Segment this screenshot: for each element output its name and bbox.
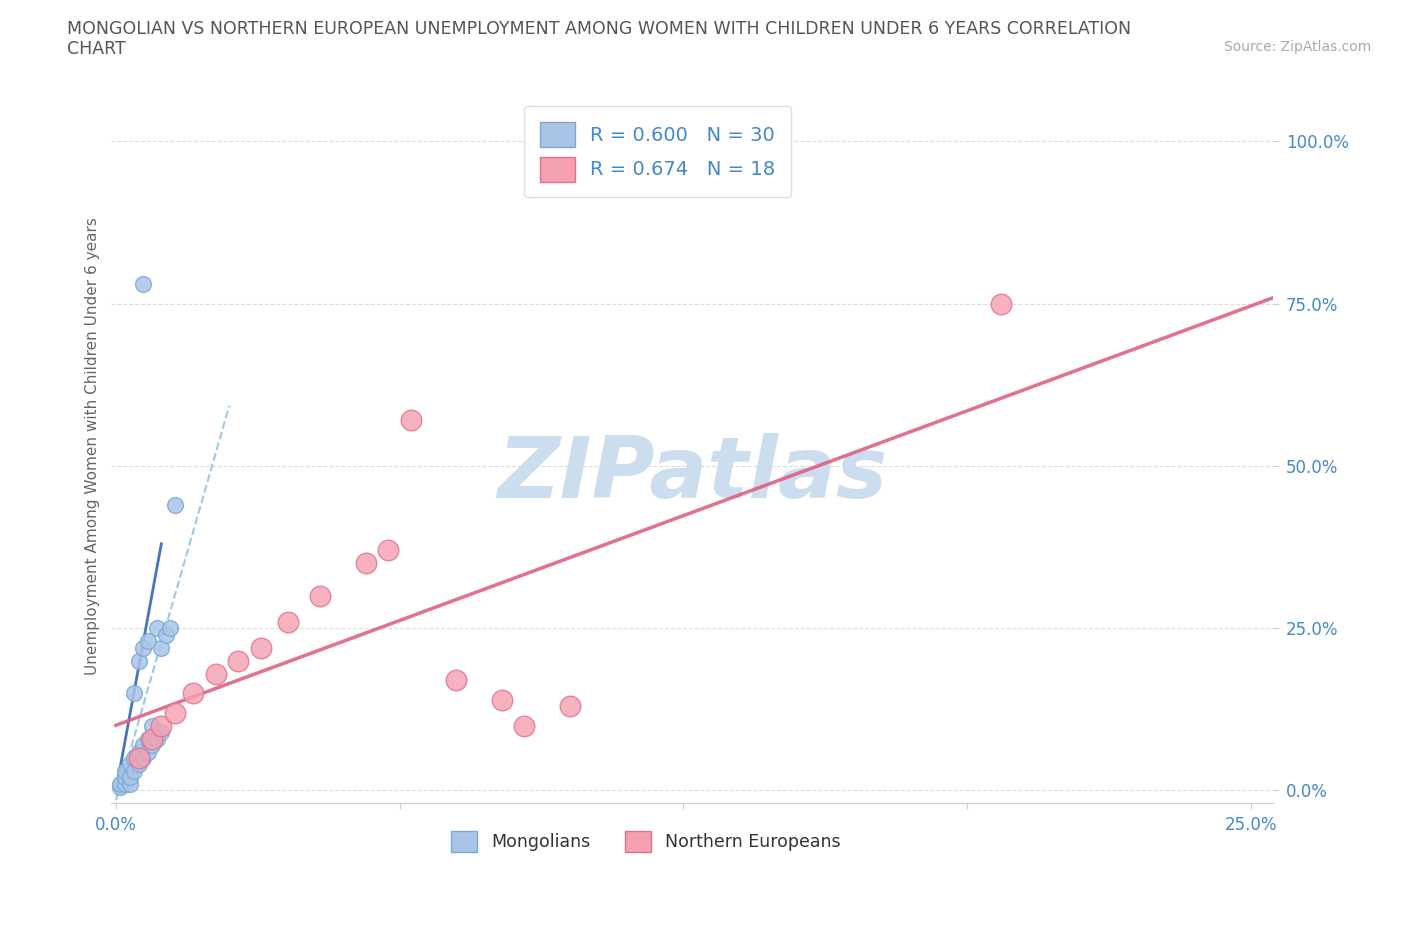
Point: [128, 653, 150, 668]
Point: [250, 640, 273, 655]
Point: [122, 764, 145, 778]
Point: [354, 556, 377, 571]
Point: [141, 737, 163, 752]
Point: [122, 685, 145, 700]
Point: [513, 718, 536, 733]
Point: [118, 757, 141, 772]
Point: [377, 543, 399, 558]
Point: [277, 614, 299, 629]
Point: [132, 751, 155, 765]
Text: Source: ZipAtlas.com: Source: ZipAtlas.com: [1223, 40, 1371, 54]
Point: [128, 744, 150, 759]
Point: [118, 770, 141, 785]
Point: [136, 633, 159, 648]
Point: [309, 589, 332, 604]
Point: [141, 731, 163, 746]
Y-axis label: Unemployment Among Women with Children Under 6 years: Unemployment Among Women with Children U…: [86, 218, 100, 675]
Point: [163, 705, 186, 720]
Point: [136, 731, 159, 746]
Point: [118, 777, 141, 791]
Point: [159, 620, 181, 635]
Point: [155, 627, 177, 642]
Point: [132, 737, 155, 752]
Point: [132, 640, 155, 655]
Point: [150, 718, 173, 733]
Point: [990, 296, 1012, 311]
Text: ZIPatlas: ZIPatlas: [498, 433, 887, 516]
Point: [150, 724, 173, 739]
Point: [163, 498, 186, 512]
Legend: Mongolians, Northern Europeans: Mongolians, Northern Europeans: [444, 824, 848, 859]
Point: [128, 751, 150, 765]
Point: [399, 413, 422, 428]
Point: [446, 672, 468, 687]
Text: CHART: CHART: [67, 40, 127, 58]
Text: MONGOLIAN VS NORTHERN EUROPEAN UNEMPLOYMENT AMONG WOMEN WITH CHILDREN UNDER 6 YE: MONGOLIAN VS NORTHERN EUROPEAN UNEMPLOYM…: [67, 20, 1132, 38]
Point: [114, 764, 136, 778]
Point: [132, 277, 155, 292]
Point: [558, 698, 581, 713]
Point: [122, 751, 145, 765]
Point: [204, 666, 226, 681]
Point: [150, 640, 173, 655]
Point: [136, 744, 159, 759]
Point: [110, 779, 132, 794]
Point: [491, 692, 513, 707]
Point: [146, 620, 169, 635]
Point: [181, 685, 204, 700]
Point: [114, 770, 136, 785]
Point: [141, 718, 163, 733]
Point: [146, 731, 169, 746]
Point: [114, 777, 136, 791]
Point: [228, 653, 250, 668]
Point: [110, 777, 132, 791]
Point: [128, 757, 150, 772]
